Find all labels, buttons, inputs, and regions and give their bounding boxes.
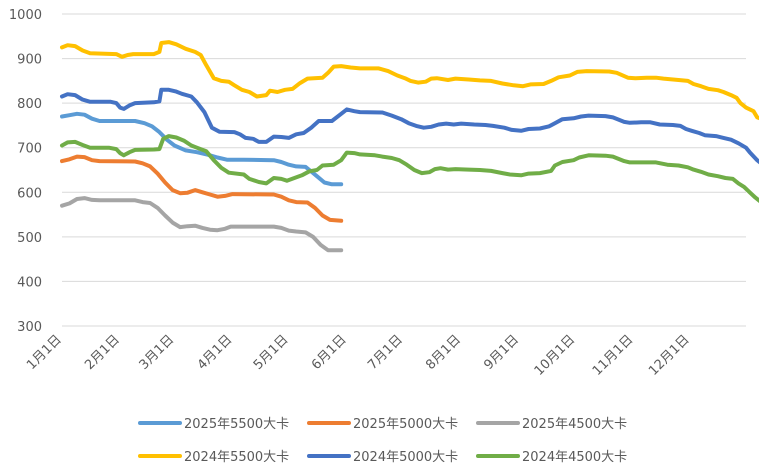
x-axis: 1月1日 2月1日 3月1日 4月1日 5月1日 6月1日 7月1日 8月1日 9月1日 10月1… (24, 332, 692, 379)
x-tick-label: 10月1日 (532, 332, 579, 379)
x-tick-label: 4月1日 (195, 332, 236, 373)
series-line-6 (60, 134, 759, 204)
y-tick-label: 500 (17, 231, 42, 246)
x-tick-label: 11月1日 (590, 332, 637, 379)
y-tick-label: 400 (17, 275, 42, 290)
series-line-5 (60, 87, 759, 165)
legend-label: 2025年4500大卡 (522, 417, 627, 432)
x-tick-label: 8月1日 (423, 332, 464, 373)
series-lines (60, 40, 759, 253)
series-line-2 (60, 154, 344, 223)
x-tick-label: 12月1日 (646, 332, 693, 379)
series-line-3 (60, 196, 344, 253)
x-tick-label: 7月1日 (365, 332, 406, 373)
y-tick-label: 300 (17, 320, 42, 335)
x-tick-label: 5月1日 (251, 332, 292, 373)
legend-label: 2024年5000大卡 (353, 450, 458, 465)
legend-label: 2024年4500大卡 (522, 450, 627, 465)
y-tick-label: 700 (17, 142, 42, 157)
series-line-4 (60, 40, 759, 121)
x-tick-label: 2月1日 (82, 332, 123, 373)
legend: 2025年5500大卡 2025年5000大卡 2025年4500大卡 2024年55… (138, 417, 627, 465)
grid (62, 13, 746, 327)
x-tick-label: 6月1日 (309, 332, 350, 373)
series-line-1 (60, 111, 344, 187)
y-tick-label: 600 (17, 186, 42, 201)
legend-label: 2024年5500大卡 (184, 450, 289, 465)
legend-label: 2025年5500大卡 (184, 417, 289, 432)
y-axis: 300 400 500 600 700 800 900 1000 (9, 8, 42, 335)
y-tick-label: 900 (17, 53, 42, 68)
x-tick-label: 9月1日 (481, 332, 522, 373)
y-tick-label: 800 (17, 97, 42, 112)
y-tick-label: 1000 (9, 8, 42, 23)
x-tick-label: 3月1日 (137, 332, 178, 373)
x-tick-label: 1月1日 (24, 332, 65, 373)
legend-label: 2025年5000大卡 (353, 417, 458, 432)
